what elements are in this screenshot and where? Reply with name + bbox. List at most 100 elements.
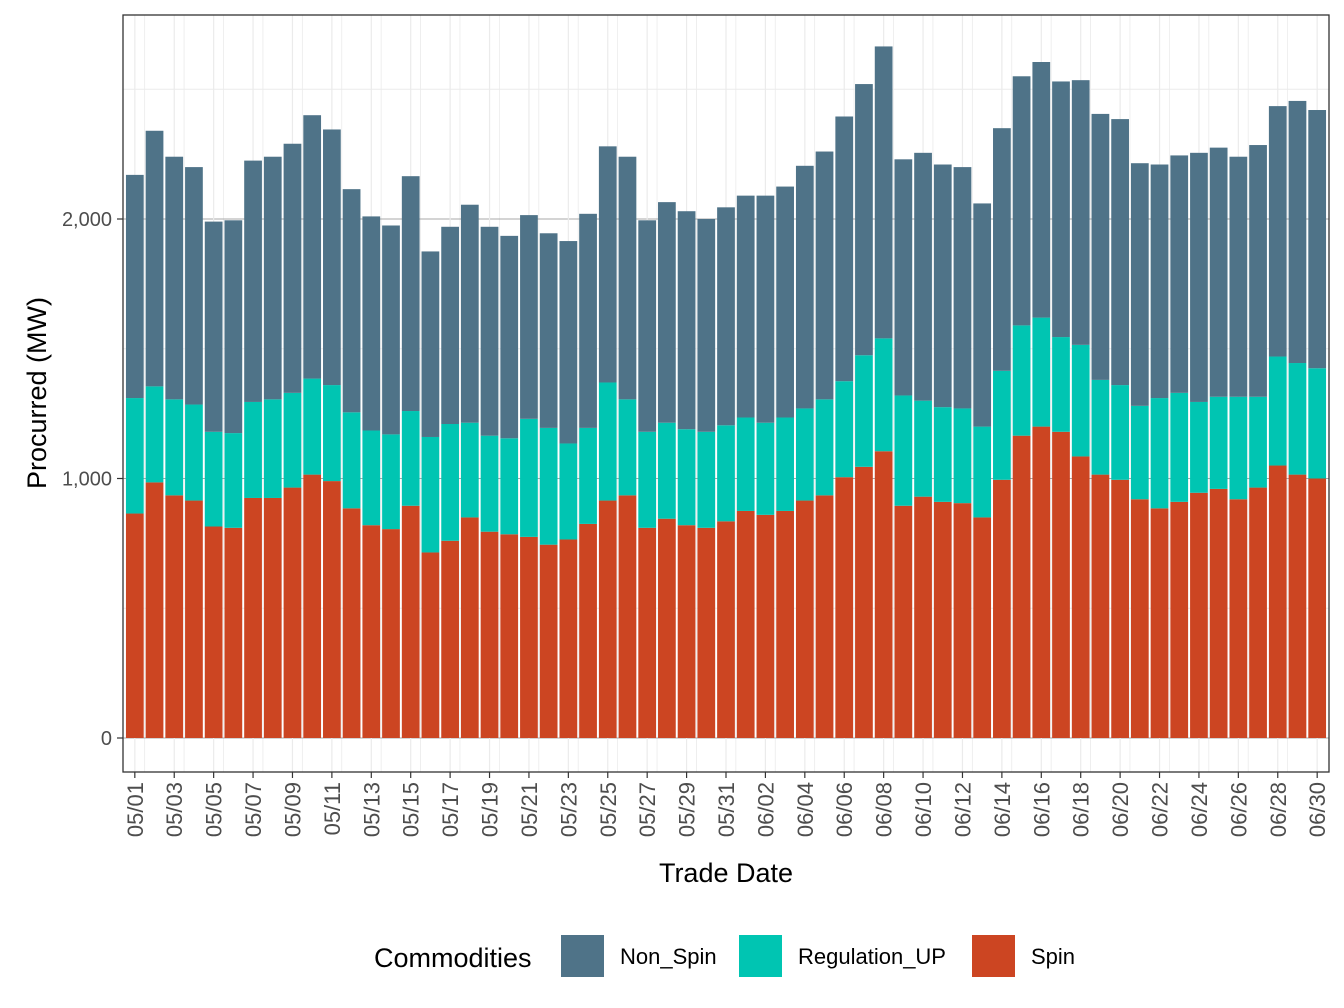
bar-spin-05-30 (697, 527, 716, 738)
bar-regulation-up-05-29 (677, 429, 696, 526)
x-tick-label: 05/19 (478, 782, 503, 837)
bar-non-spin-06-01 (736, 195, 755, 418)
bar-spin-05-10 (303, 474, 322, 738)
bar-non-spin-06-03 (776, 186, 794, 418)
bar-spin-05-21 (520, 536, 538, 738)
bar-spin-05-14 (382, 529, 400, 738)
bar-regulation-up-06-19 (1091, 379, 1110, 475)
bar-regulation-up-05-14 (382, 434, 400, 530)
bar-non-spin-05-11 (323, 129, 341, 386)
bar-spin-06-22 (1150, 508, 1169, 738)
bar-spin-05-29 (677, 525, 696, 738)
x-tick-label: 06/22 (1148, 782, 1173, 837)
bar-spin-06-21 (1130, 499, 1149, 738)
bar-spin-06-01 (736, 510, 755, 738)
bar-regulation-up-05-01 (125, 398, 144, 514)
bar-non-spin-05-29 (677, 211, 696, 430)
x-tick-label: 05/29 (675, 782, 700, 837)
bar-non-spin-05-04 (185, 167, 203, 405)
bar-regulation-up-05-15 (401, 411, 420, 506)
bar-regulation-up-05-09 (283, 392, 302, 488)
bar-regulation-up-06-06 (835, 381, 854, 478)
bar-spin-05-13 (362, 525, 381, 738)
bar-non-spin-05-08 (263, 156, 282, 400)
bar-regulation-up-06-08 (874, 338, 893, 452)
bar-spin-06-14 (993, 479, 1011, 738)
bar-spin-05-19 (480, 531, 499, 738)
bar-spin-05-08 (263, 497, 282, 738)
bar-regulation-up-06-07 (855, 355, 873, 467)
bar-non-spin-06-06 (835, 116, 854, 382)
bar-spin-06-15 (1012, 435, 1031, 738)
legend: Commodities Non_Spin Regulation_UP Spin (374, 935, 1075, 977)
x-tick-label: 06/04 (793, 782, 818, 837)
x-tick-label: 05/03 (162, 782, 187, 837)
bar-non-spin-05-17 (441, 226, 459, 425)
bar-non-spin-05-02 (145, 130, 164, 387)
bar-non-spin-05-28 (658, 202, 676, 423)
x-tick-label: 05/11 (320, 782, 345, 835)
bar-regulation-up-06-16 (1032, 317, 1051, 427)
bar-spin-05-31 (717, 521, 735, 738)
x-tick-label: 06/20 (1108, 782, 1133, 837)
bar-spin-06-05 (815, 495, 834, 738)
bar-non-spin-05-20 (500, 235, 519, 439)
bar-non-spin-06-07 (855, 84, 873, 356)
bar-spin-06-20 (1111, 479, 1129, 738)
bar-non-spin-05-01 (125, 174, 144, 399)
bar-regulation-up-05-07 (244, 401, 262, 498)
bar-spin-05-18 (460, 517, 479, 738)
bar-non-spin-06-29 (1288, 100, 1307, 364)
bar-non-spin-06-23 (1170, 155, 1189, 393)
bar-spin-06-16 (1032, 426, 1051, 738)
bar-spin-05-09 (283, 487, 302, 738)
bar-regulation-up-05-26 (618, 399, 637, 496)
bar-regulation-up-06-14 (993, 370, 1011, 480)
legend-title: Commodities (374, 943, 532, 973)
bar-non-spin-06-14 (993, 128, 1011, 371)
bar-spin-06-26 (1229, 499, 1248, 738)
bar-spin-05-22 (539, 544, 558, 738)
bar-regulation-up-06-20 (1111, 385, 1129, 480)
bar-regulation-up-06-04 (795, 408, 814, 501)
bar-non-spin-06-04 (795, 165, 814, 409)
bar-regulation-up-06-03 (776, 417, 794, 511)
bar-spin-05-23 (559, 539, 578, 738)
bar-regulation-up-06-01 (736, 417, 755, 511)
bar-regulation-up-05-03 (165, 399, 184, 496)
bar-non-spin-06-20 (1111, 119, 1129, 386)
bar-regulation-up-05-04 (185, 404, 203, 501)
bar-spin-06-17 (1052, 431, 1070, 738)
bar-non-spin-05-09 (283, 143, 302, 393)
bar-spin-05-07 (244, 497, 262, 738)
bar-regulation-up-06-25 (1209, 396, 1228, 489)
bar-non-spin-05-06 (224, 220, 243, 434)
bar-regulation-up-06-26 (1229, 396, 1248, 500)
x-tick-label: 06/26 (1226, 782, 1251, 837)
bar-regulation-up-06-24 (1190, 401, 1208, 493)
bar-spin-05-16 (421, 552, 440, 738)
bar-spin-05-20 (500, 534, 519, 738)
bar-spin-06-24 (1190, 492, 1208, 738)
bar-spin-05-25 (598, 500, 617, 738)
x-tick-label: 05/23 (556, 782, 581, 837)
y-tick-label: 1,000 (62, 469, 112, 491)
x-tick-label: 06/16 (1029, 782, 1054, 837)
bar-non-spin-05-07 (244, 160, 262, 402)
legend-label-spin: Spin (1031, 944, 1075, 969)
bar-non-spin-05-24 (579, 213, 597, 428)
x-tick-label: 05/05 (202, 782, 227, 837)
bar-non-spin-06-27 (1249, 145, 1267, 397)
bar-regulation-up-05-30 (697, 431, 716, 528)
bar-regulation-up-06-15 (1012, 325, 1031, 436)
bar-spin-05-11 (323, 481, 341, 738)
bar-non-spin-05-12 (342, 189, 361, 413)
bar-spin-05-12 (342, 508, 361, 738)
y-tick-label: 2,000 (62, 209, 112, 231)
bar-regulation-up-06-18 (1071, 344, 1090, 457)
bar-spin-06-11 (933, 501, 952, 738)
bar-spin-06-25 (1209, 488, 1228, 738)
bar-spin-05-15 (401, 505, 420, 738)
bar-spin-06-02 (756, 514, 775, 738)
bar-spin-06-27 (1249, 487, 1267, 738)
